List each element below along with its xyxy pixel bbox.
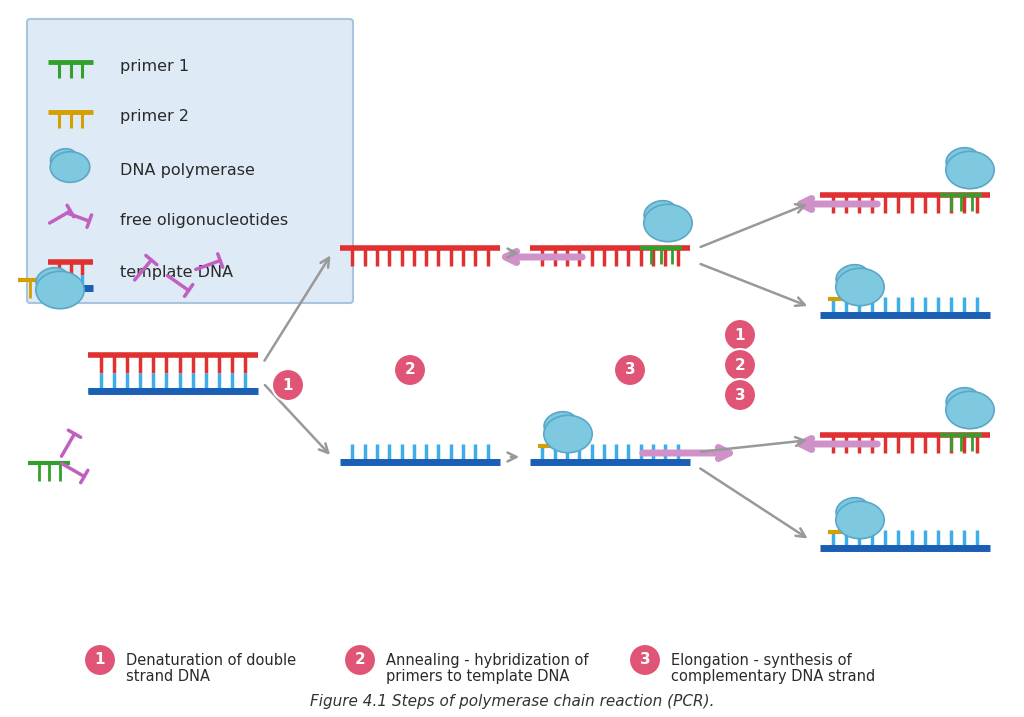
Text: 2: 2 xyxy=(354,652,366,668)
Text: 3: 3 xyxy=(640,652,650,668)
Circle shape xyxy=(272,369,304,401)
Ellipse shape xyxy=(544,412,577,437)
Ellipse shape xyxy=(50,148,77,169)
Ellipse shape xyxy=(544,415,592,452)
Text: Annealing - hybridization of: Annealing - hybridization of xyxy=(386,653,589,668)
Text: primer 2: primer 2 xyxy=(120,110,189,125)
Text: 1: 1 xyxy=(735,328,745,343)
Ellipse shape xyxy=(946,148,979,173)
Text: 1: 1 xyxy=(283,377,293,392)
Circle shape xyxy=(344,644,376,676)
Circle shape xyxy=(84,644,116,676)
Text: template DNA: template DNA xyxy=(120,265,233,280)
Circle shape xyxy=(724,319,756,351)
Text: 1: 1 xyxy=(95,652,105,668)
Text: DNA polymerase: DNA polymerase xyxy=(120,163,255,178)
Text: strand DNA: strand DNA xyxy=(126,669,210,684)
Ellipse shape xyxy=(644,204,692,242)
Ellipse shape xyxy=(836,268,884,305)
Ellipse shape xyxy=(836,498,868,523)
Circle shape xyxy=(614,354,646,386)
Text: primer 1: primer 1 xyxy=(120,60,189,75)
Text: free oligonucleotides: free oligonucleotides xyxy=(120,212,288,227)
Text: 2: 2 xyxy=(734,358,745,373)
Text: 3: 3 xyxy=(625,363,635,377)
Ellipse shape xyxy=(836,265,868,290)
Ellipse shape xyxy=(644,201,677,226)
Text: Elongation - synthesis of: Elongation - synthesis of xyxy=(671,653,852,668)
Text: complementary DNA strand: complementary DNA strand xyxy=(671,669,876,684)
FancyBboxPatch shape xyxy=(27,19,353,303)
Ellipse shape xyxy=(946,151,994,189)
Ellipse shape xyxy=(946,388,979,412)
Ellipse shape xyxy=(946,391,994,429)
Text: primers to template DNA: primers to template DNA xyxy=(386,669,569,684)
Ellipse shape xyxy=(36,271,84,309)
Circle shape xyxy=(394,354,426,386)
Text: Figure 4.1 Steps of polymerase chain reaction (PCR).: Figure 4.1 Steps of polymerase chain rea… xyxy=(309,694,715,709)
Circle shape xyxy=(724,379,756,411)
Text: Denaturation of double: Denaturation of double xyxy=(126,653,296,668)
Circle shape xyxy=(724,349,756,381)
Ellipse shape xyxy=(50,152,90,182)
Text: 2: 2 xyxy=(404,363,416,377)
Ellipse shape xyxy=(836,501,884,538)
Ellipse shape xyxy=(36,267,69,293)
Text: 3: 3 xyxy=(734,387,745,402)
Circle shape xyxy=(629,644,662,676)
